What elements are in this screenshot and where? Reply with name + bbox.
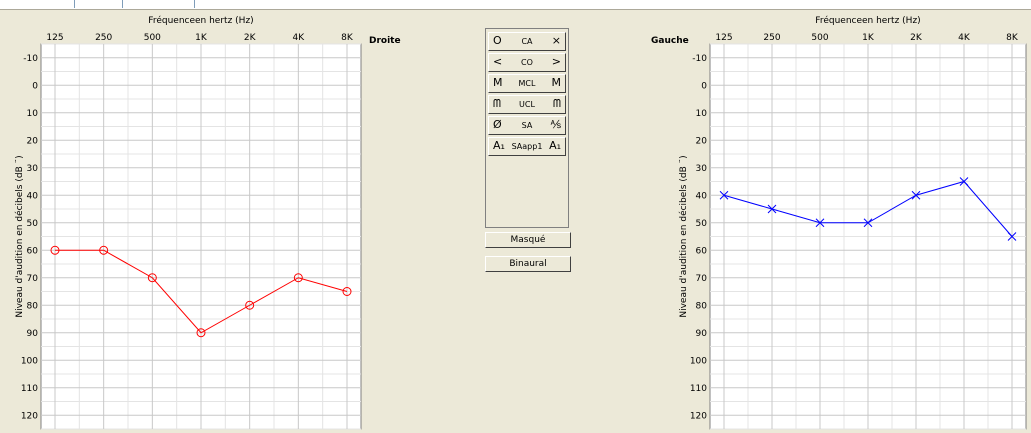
data-point-circle (99, 245, 109, 255)
y-tick-label: 120 (21, 411, 38, 421)
x-tick-label: 2K (244, 33, 257, 43)
y-tick-label: 60 (696, 246, 708, 256)
symbol-left: A₁ (493, 139, 505, 152)
y-axis-title: Niveau d'audition en décibels (dB ¨) (678, 155, 689, 317)
x-tick-label: 8K (1006, 33, 1019, 43)
y-tick-label: -10 (692, 54, 707, 64)
x-tick-label: 250 (763, 33, 780, 43)
symbol-button-ca[interactable]: O CA × (488, 32, 566, 51)
y-tick-label: 90 (27, 329, 39, 339)
symbol-label: SAapp1 (511, 142, 543, 151)
data-point-cross (767, 204, 777, 214)
symbol-left: ᗰ (493, 97, 501, 110)
y-tick-label: 120 (690, 411, 707, 421)
y-tick-label: 10 (27, 109, 39, 119)
symbol-left: Ø (493, 118, 502, 131)
y-tick-label: 100 (21, 356, 38, 366)
y-tick-label: 70 (27, 274, 39, 284)
symbol-label: UCL (519, 100, 535, 109)
y-tick-label: 30 (696, 164, 708, 174)
symbol-left: O (493, 34, 502, 47)
x-tick-label: 2K (910, 33, 923, 43)
data-point-circle (293, 273, 303, 283)
right-ear-label: Droite (369, 36, 401, 46)
data-point-circle (342, 287, 352, 296)
symbol-right: ᗰ (553, 97, 561, 110)
y-tick-label: 70 (696, 274, 708, 284)
y-tick-label: -10 (23, 54, 38, 64)
x-tick-label: 500 (144, 33, 161, 43)
tab-3[interactable] (122, 0, 195, 8)
data-point-cross (1007, 232, 1017, 241)
y-tick-label: 80 (696, 301, 708, 311)
y-tick-label: 50 (27, 219, 39, 229)
symbol-left: M (493, 76, 503, 89)
y-tick-label: 40 (27, 191, 39, 201)
tab-1[interactable] (0, 0, 75, 8)
data-point-cross (863, 218, 873, 228)
symbol-button-mcl[interactable]: M MCL M (488, 74, 566, 93)
y-tick-label: 10 (696, 109, 708, 119)
right-ear-audiogram: -10 0 10 20 30 40 50 60 70 80 90 100 110 120 125 250 500… (14, 15, 362, 430)
x-tick-label: 4K (958, 33, 971, 43)
symbol-right: M (551, 76, 562, 89)
y-tick-label: 0 (32, 81, 38, 91)
data-point-cross (815, 218, 825, 228)
symbol-button-saapp1[interactable]: A₁ SAapp1 A₁ (488, 137, 566, 156)
x-tick-label: 4K (293, 33, 306, 43)
x-tick-label: 1K (195, 33, 208, 43)
data-point-cross (719, 190, 729, 200)
symbol-label: SA (521, 121, 533, 130)
symbol-right: × (551, 34, 561, 47)
data-point-circle (50, 245, 60, 255)
series-line (55, 249, 348, 334)
symbol-button-ucl[interactable]: ᗰ UCL ᗰ (488, 95, 566, 114)
data-point-cross (959, 177, 969, 186)
x-axis-title: Fréquenceen hertz (Hz) (815, 15, 920, 26)
masque-button[interactable]: Masqué (485, 232, 571, 248)
y-axis-title: Niveau d'audition en décibels (dB ¨) (14, 155, 25, 317)
left-ear-label: Gauche (651, 36, 689, 46)
symbol-label: MCL (518, 79, 536, 88)
symbol-right: A₁ (549, 139, 561, 152)
y-tick-label: 80 (27, 301, 39, 311)
y-tick-label: 90 (696, 329, 708, 339)
tab-2[interactable] (74, 0, 123, 8)
x-tick-label: 8K (341, 33, 354, 43)
data-point-circle (245, 300, 255, 310)
x-axis-title: Fréquenceen hertz (Hz) (148, 15, 253, 26)
symbol-panel: O CA × < CO > M MCL M ᗰ UCL ᗰ Ø SA ⅍ A₁ SAapp1 A₁ (485, 28, 569, 228)
data-point-circle (147, 273, 157, 283)
left-ear-audiogram: -10 0 10 20 30 40 50 60 70 80 90 100 110 120 125 250 500… (678, 15, 1027, 430)
x-tick-label: 500 (811, 33, 828, 43)
symbol-button-sa[interactable]: Ø SA ⅍ (488, 116, 566, 135)
y-tick-label: 20 (27, 136, 39, 146)
symbol-right: > (551, 55, 561, 68)
y-tick-label: 0 (701, 81, 707, 91)
tab-strip (0, 0, 1031, 10)
x-tick-label: 250 (95, 33, 112, 43)
symbol-left: < (493, 55, 503, 68)
x-tick-label: 1K (862, 33, 875, 43)
y-tick-label: 60 (27, 246, 39, 256)
y-tick-label: 100 (690, 356, 707, 366)
symbol-label: CO (521, 58, 533, 67)
data-point-circle (196, 328, 206, 338)
symbol-label: CA (521, 37, 533, 46)
binaural-button[interactable]: Binaural (485, 256, 571, 272)
y-tick-label: 50 (696, 219, 708, 229)
y-tick-label: 110 (690, 384, 707, 394)
y-tick-label: 30 (27, 164, 39, 174)
symbol-right: ⅍ (550, 118, 561, 131)
symbol-button-co[interactable]: < CO > (488, 53, 566, 72)
y-tick-label: 20 (696, 136, 708, 146)
x-tick-label: 125 (46, 33, 63, 43)
x-tick-label: 125 (715, 33, 732, 43)
y-tick-label: 40 (696, 191, 708, 201)
y-tick-label: 110 (21, 384, 38, 394)
data-point-cross (911, 190, 921, 200)
